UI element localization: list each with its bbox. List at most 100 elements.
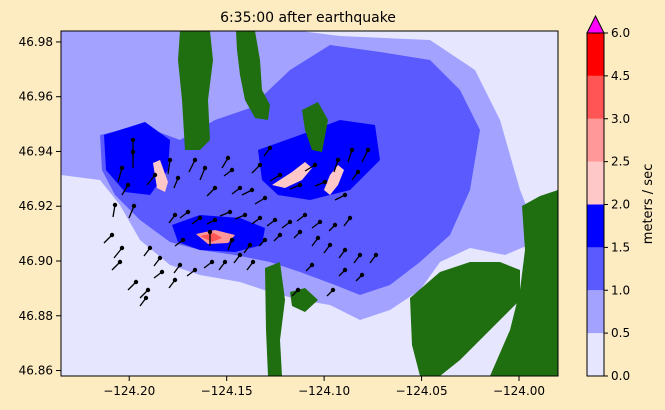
land-peninsula: [236, 31, 270, 120]
velocity-arrow-head: [197, 215, 203, 221]
speed-zone-2-2-5b: [272, 162, 312, 188]
velocity-arrow-head: [277, 172, 283, 178]
velocity-arrow-head: [133, 279, 139, 285]
velocity-arrow-head: [109, 232, 115, 238]
velocity-arrow-head: [347, 215, 353, 221]
velocity-arrow-head: [357, 252, 363, 258]
velocity-arrow-head: [159, 269, 165, 275]
colorbar-tick-label: 0.5: [611, 326, 630, 340]
x-tick-label: −124.10: [298, 384, 350, 398]
velocity-arrow-head: [322, 179, 328, 185]
velocity-arrow-head: [229, 167, 235, 173]
y-tick-label: 46.88: [19, 309, 53, 323]
velocity-arrow-head: [237, 185, 243, 191]
velocity-arrow-head: [212, 217, 218, 223]
velocity-arrow-head: [297, 182, 303, 188]
velocity-arrow-head: [130, 137, 136, 143]
velocity-arrow-head: [207, 229, 213, 235]
velocity-arrow-head: [212, 185, 218, 191]
chart-title: 6:35:00 after earthquake: [220, 10, 396, 26]
velocity-arrow-head: [250, 259, 256, 265]
velocity-arrow-head: [112, 202, 118, 208]
land-north-spit: [178, 31, 213, 150]
velocity-arrow-head: [349, 147, 355, 153]
x-axis: −124.20 −124.15 −124.10 −124.05 −124.00: [103, 376, 545, 398]
colorbar-tick-label: 1.5: [611, 240, 630, 254]
velocity-arrow-head: [242, 212, 248, 218]
velocity-arrow-head: [365, 147, 371, 153]
velocity-arrow-head: [287, 219, 293, 225]
colorbar-tick-label: 2.0: [611, 198, 630, 212]
y-tick-label: 46.96: [19, 90, 53, 104]
velocity-arrow-head: [315, 235, 321, 241]
velocity-arrow-head: [147, 245, 153, 251]
y-tick-label: 46.86: [19, 364, 53, 378]
colorbar-tick-label: 2.5: [611, 155, 630, 169]
velocity-arrow-head: [317, 219, 323, 225]
velocity-arrow-head: [342, 192, 348, 198]
colorbar-extend-arrow: [586, 14, 605, 34]
land-shoal: [290, 288, 318, 312]
velocity-arrow-head: [222, 259, 228, 265]
velocity-arrow-head: [249, 187, 255, 193]
velocity-arrow-head: [157, 255, 163, 261]
colorbar-segment: [587, 75, 604, 119]
velocity-arrow-head: [237, 252, 243, 258]
velocity-arrow-head: [373, 252, 379, 258]
velocity-arrow-head: [180, 237, 186, 243]
y-tick-label: 46.90: [19, 254, 53, 268]
velocity-arrow-head: [131, 203, 137, 209]
velocity-arrow-head: [277, 232, 283, 238]
velocity-arrow-head: [302, 212, 308, 218]
land-south-shore: [410, 262, 520, 376]
land-east-shore: [490, 190, 558, 376]
land-ridge: [302, 102, 328, 152]
velocity-arrow-head: [119, 245, 125, 251]
colorbar-segment: [587, 204, 604, 248]
velocity-arrow-head: [355, 169, 361, 175]
y-tick-label: 46.98: [19, 35, 53, 49]
y-tick-label: 46.92: [19, 199, 53, 213]
velocity-arrow-head: [172, 277, 178, 283]
colorbar: 0.0 0.5 1.0 1.5 2.0 2.5 3.0 4.5 6.0: [586, 14, 630, 383]
velocity-arrow-head: [262, 195, 268, 201]
y-tick-label: 46.94: [19, 144, 53, 158]
velocity-arrow-head: [272, 217, 278, 223]
velocity-arrow-head: [130, 149, 136, 155]
velocity-arrow-head: [225, 155, 231, 161]
velocity-arrow-shaft: [117, 167, 123, 183]
velocity-arrow-head: [267, 145, 273, 151]
y-axis: 46.86 46.88 46.90 46.92 46.94 46.96 46.98: [19, 35, 61, 378]
colorbar-segment: [587, 333, 604, 376]
speed-zone-2-2-5: [153, 160, 168, 192]
colorbar-tick-label: 0.0: [611, 369, 630, 383]
velocity-arrow-head: [175, 175, 181, 181]
x-tick-label: −124.20: [103, 384, 155, 398]
velocity-arrow-head: [295, 287, 301, 293]
velocity-arrow-head: [185, 209, 191, 215]
velocity-arrow-head: [359, 272, 365, 278]
velocity-arrow-head: [330, 287, 336, 293]
colorbar-tick-label: 1.0: [611, 283, 630, 297]
colorbar-tick-label: 6.0: [611, 26, 630, 40]
velocity-arrow-head: [152, 172, 158, 178]
velocity-arrows: [103, 137, 379, 307]
velocity-arrow-head: [247, 242, 253, 248]
velocity-arrow-shaft: [188, 159, 196, 173]
colorbar-segment: [587, 247, 604, 291]
velocity-arrow-head: [202, 165, 208, 171]
velocity-arrow-head: [262, 237, 268, 243]
velocity-arrow-head: [167, 157, 173, 163]
x-tick-label: −124.15: [201, 384, 253, 398]
colorbar-segment: [587, 33, 604, 76]
velocity-arrow-head: [117, 259, 123, 265]
velocity-arrow-head: [145, 287, 151, 293]
velocity-arrow-head: [119, 165, 125, 171]
velocity-arrow-head: [229, 237, 235, 243]
map-area: [61, 31, 558, 376]
velocity-arrow-head: [143, 295, 149, 301]
speed-zone-2-2-5c: [324, 165, 344, 195]
velocity-arrow-head: [177, 262, 183, 268]
colorbar-label: meters / sec: [641, 164, 656, 244]
